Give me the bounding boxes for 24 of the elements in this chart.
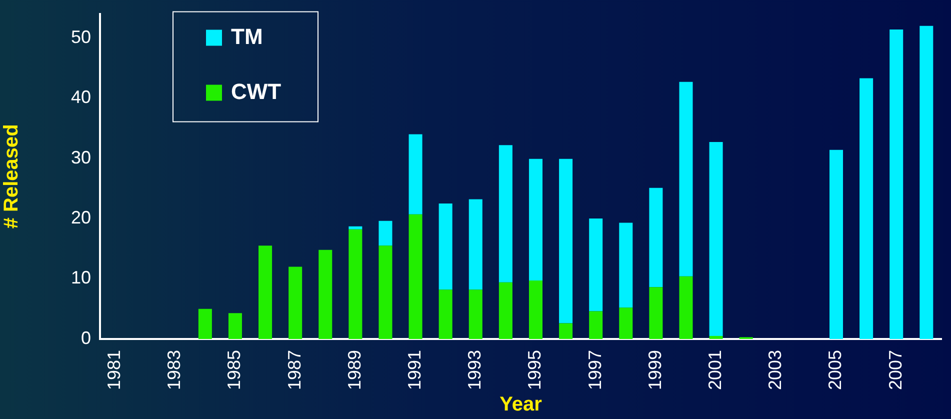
x-tick-label: 1985	[224, 350, 244, 390]
x-tick-label: 2007	[885, 350, 906, 390]
x-tick-label: 1997	[584, 350, 605, 390]
y-tick-label: 30	[70, 147, 91, 168]
y-tick-label: 0	[80, 328, 91, 348]
y-axis-title: # Released	[0, 124, 23, 229]
x-tick-label: 1995	[524, 350, 545, 390]
x-tick-label: 2003	[765, 350, 786, 390]
x-tick-label: 1983	[164, 350, 184, 390]
y-tick-label: 20	[70, 207, 91, 228]
legend-label: TM	[231, 24, 263, 49]
x-tick-label: 1991	[404, 350, 425, 390]
x-tick-label: 2001	[705, 350, 726, 390]
legend-label: CWT	[231, 78, 282, 104]
x-tick-label: 1993	[464, 350, 485, 390]
y-tick-label: 50	[70, 26, 91, 47]
y-tick-label: 40	[70, 87, 91, 108]
x-tick-label: 2005	[825, 350, 846, 390]
y-tick-label: 10	[70, 268, 91, 288]
x-tick-label: 1989	[344, 350, 364, 390]
x-tick-label: 1999	[644, 350, 665, 390]
x-tick-label: 1987	[284, 350, 304, 390]
x-axis-title: Year	[500, 394, 542, 416]
x-tick-label: 1981	[104, 350, 124, 390]
